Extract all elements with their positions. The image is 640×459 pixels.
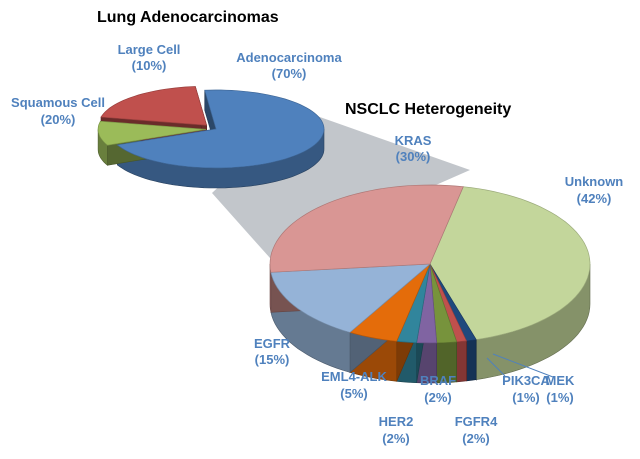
slice-large bbox=[97, 120, 207, 146]
leader-line-mek bbox=[492, 353, 554, 378]
label-braf-pct: (2%) bbox=[424, 390, 451, 405]
label-adenocarcinoma-pct: (70%) bbox=[272, 66, 307, 81]
label-egfr-name: EGFR bbox=[254, 336, 291, 351]
label-her2-pct: (2%) bbox=[382, 431, 409, 446]
label-eml4-name: EML4-ALK bbox=[321, 369, 387, 384]
label-mek-name: MEK bbox=[546, 373, 576, 388]
slice-eml4 bbox=[349, 263, 431, 342]
pie-lung-adenocarcinomas bbox=[97, 86, 325, 189]
label-kras-name: KRAS bbox=[395, 133, 432, 148]
leader-lines bbox=[486, 353, 554, 378]
slice-side-mek-0 bbox=[466, 339, 477, 382]
label-kras-pct: (30%) bbox=[396, 149, 431, 164]
slice-squam bbox=[100, 86, 208, 126]
label-adenocarcinoma-name: Adenocarcinoma bbox=[236, 50, 342, 65]
label-unknown-name: Unknown bbox=[565, 174, 624, 189]
slice-kras bbox=[269, 184, 464, 273]
label-mek-pct: (1%) bbox=[546, 390, 573, 405]
label-braf-name: BRAF bbox=[420, 373, 456, 388]
label-egfr-pct: (15%) bbox=[255, 352, 290, 367]
label-squamous-pct: (20%) bbox=[41, 112, 76, 127]
label-large-cell-name: Large Cell bbox=[118, 42, 181, 57]
label-large-cell-pct: (10%) bbox=[132, 58, 167, 73]
label-eml4-pct: (5%) bbox=[340, 386, 367, 401]
label-pik3ca-pct: (1%) bbox=[512, 390, 539, 405]
label-pik3ca-name: PIK3CA bbox=[502, 373, 550, 388]
label-fgfr4-name: FGFR4 bbox=[455, 414, 498, 429]
slice-adeno bbox=[116, 89, 325, 169]
label-squamous-name: Squamous Cell bbox=[11, 95, 105, 110]
label-her2-name: HER2 bbox=[379, 414, 414, 429]
slice-unknown bbox=[429, 186, 591, 340]
label-unknown-pct: (42%) bbox=[577, 191, 612, 206]
slice-egfr bbox=[270, 263, 432, 333]
leader-line-pik3ca bbox=[486, 357, 506, 377]
pie-nsclc-heterogeneity bbox=[269, 184, 591, 384]
pie2-title: NSCLC Heterogeneity bbox=[345, 101, 511, 118]
pie1-title: Lung Adenocarcinomas bbox=[97, 9, 279, 26]
slice-side-pik3ca-0 bbox=[456, 340, 467, 383]
label-fgfr4-pct: (2%) bbox=[462, 431, 489, 446]
